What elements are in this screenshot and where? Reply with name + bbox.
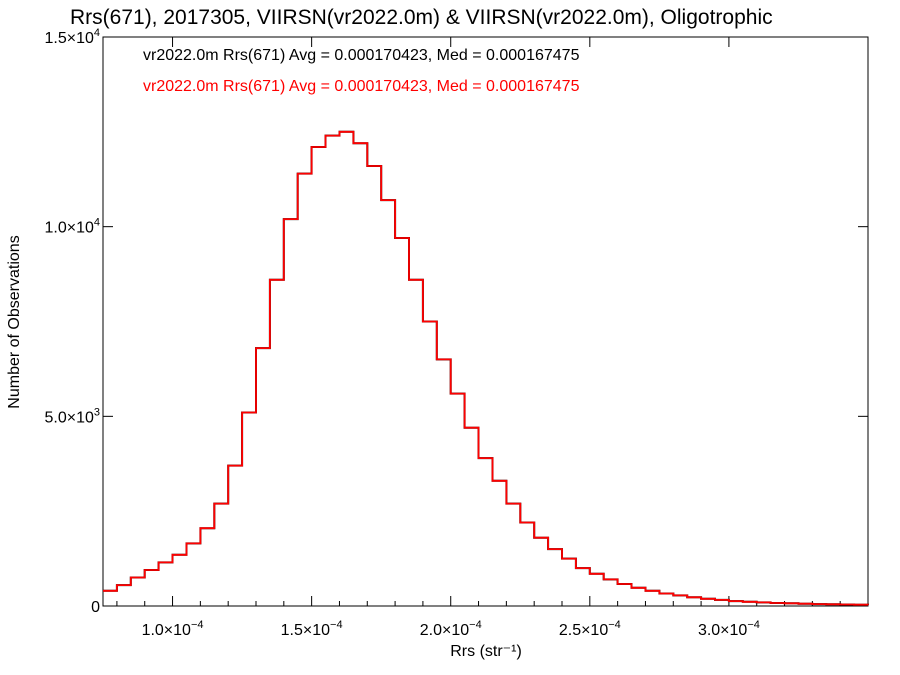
- y-tick-label: 1.5×104: [44, 27, 100, 47]
- y-tick-label: 1.0×104: [44, 217, 100, 237]
- x-axis-label: Rrs (str⁻¹): [450, 643, 522, 660]
- y-tick-label: 0: [91, 599, 100, 616]
- x-tick-label: 2.0×10−4: [420, 619, 482, 639]
- y-axis: 0 5.0×103 1.0×104 1.5×104: [44, 27, 868, 616]
- stats-annotation-red: vr2022.0m Rrs(671) Avg = 0.000170423, Me…: [143, 78, 580, 95]
- series-layer: [103, 130, 869, 606]
- histogram-series-black: [103, 130, 869, 606]
- x-tick-label: 1.0×10−4: [142, 619, 204, 639]
- histogram-series-red: [103, 130, 869, 606]
- stats-annotation-black: vr2022.0m Rrs(671) Avg = 0.000170423, Me…: [143, 47, 580, 64]
- y-axis-label: Number of Observations: [6, 235, 23, 408]
- y-tick-label: 5.0×103: [44, 406, 100, 426]
- plot-frame: [102, 36, 869, 607]
- x-tick-label: 2.5×10−4: [559, 619, 621, 639]
- x-tick-label: 1.5×10−4: [281, 619, 343, 639]
- chart-title: Rrs(671), 2017305, VIIRSN(vr2022.0m) & V…: [70, 6, 773, 29]
- x-tick-label: 3.0×10−4: [698, 619, 760, 639]
- x-axis: 1.0×10−4 1.5×10−4 2.0×10−4 2.5×10−4 3.0×10−4: [116, 37, 841, 639]
